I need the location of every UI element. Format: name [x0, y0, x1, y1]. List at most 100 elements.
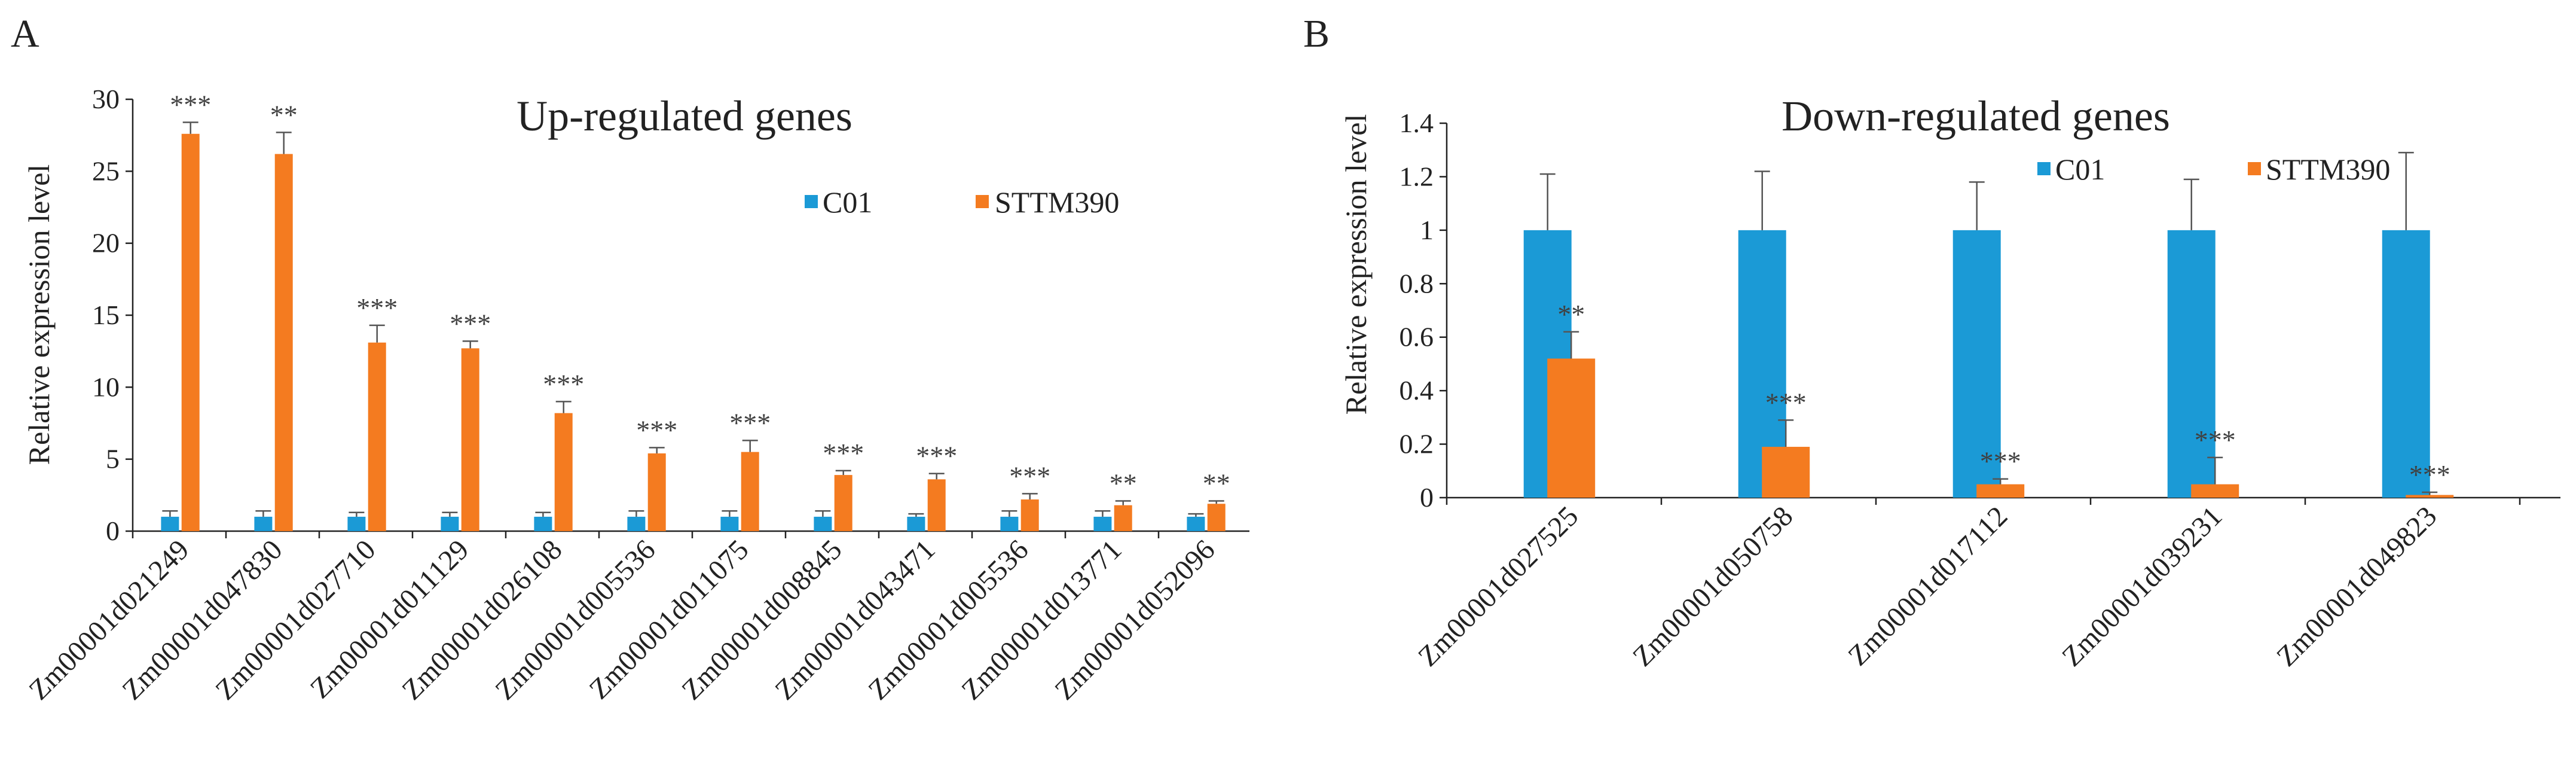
y-tick-label: 1.2	[1399, 161, 1434, 191]
bar-sttm390-4	[461, 348, 479, 531]
bar-c01-7	[720, 516, 739, 531]
bar-sttm390-2	[274, 154, 293, 531]
bar-sttm390-8	[834, 475, 852, 531]
panel-a: A Up-regulated genes Relative expression…	[11, 12, 1249, 706]
bar-sttm390-5	[554, 413, 573, 531]
y-tick-label: 30	[92, 84, 120, 114]
bar-sttm390-11	[1114, 505, 1132, 531]
panel-a-y-ticks: 0 5 10 15 20 25 30	[92, 84, 133, 546]
y-tick-label: 5	[106, 444, 120, 474]
bar-sttm390-4	[2191, 484, 2239, 498]
panel-b-y-ticks: 0 0.2 0.4 0.6 0.8 1 1.2 1.4	[1399, 108, 1447, 513]
significance-label: ***	[823, 438, 864, 468]
panel-b-legend: C01 STTM390	[2037, 153, 2390, 186]
significance-label: ***	[170, 90, 211, 120]
bar-sttm390-1	[181, 133, 200, 531]
category-label: Zm00001d011129	[304, 534, 475, 705]
bar-c01-8	[814, 516, 832, 531]
significance-label: ***	[356, 292, 398, 323]
y-tick-label: 10	[92, 371, 120, 402]
panel-a-title: Up-regulated genes	[517, 92, 852, 140]
panel-a-axes	[132, 99, 1249, 538]
legend-swatch-sttm390	[2248, 162, 2261, 175]
bar-c01-6	[627, 516, 646, 531]
y-tick-label: 0.6	[1399, 322, 1434, 352]
legend-label-sttm390: STTM390	[995, 185, 1119, 219]
bar-c01-10	[1000, 516, 1019, 531]
category-label: Zm00001d021249	[23, 534, 195, 706]
legend-swatch-c01	[805, 195, 818, 208]
bar-sttm390-7	[741, 452, 759, 531]
bar-sttm390-1	[1547, 358, 1596, 498]
panel-a-significance: *** ************** ****** ****** ** **	[170, 90, 1230, 499]
category-label: Zm00001d052096	[1049, 534, 1221, 706]
y-tick-label: 1	[1420, 215, 1434, 245]
bar-sttm390-6	[647, 453, 666, 531]
legend-label-c01: C01	[823, 185, 872, 219]
category-label: Zm00001d026108	[396, 534, 568, 706]
category-label: Zm00001d039231	[2056, 500, 2228, 672]
y-tick-label: 15	[92, 300, 120, 330]
legend-label-sttm390: STTM390	[2266, 153, 2390, 186]
panel-b-title: Down-regulated genes	[1781, 92, 2170, 140]
panel-b-label: B	[1303, 12, 1330, 56]
category-label: Zm00001d043471	[769, 534, 941, 706]
y-tick-label: 0	[106, 516, 120, 546]
legend-swatch-c01	[2037, 162, 2051, 175]
significance-label: ***	[2409, 459, 2450, 490]
significance-label: **	[1203, 468, 1230, 498]
panel-a-bars	[161, 121, 1226, 531]
bar-sttm390-12	[1207, 504, 1226, 531]
bar-c01-4	[441, 516, 459, 531]
significance-label: ***	[1980, 446, 2021, 477]
bar-sttm390-10	[1020, 499, 1039, 531]
panel-b-significance: **************	[1557, 299, 2450, 490]
category-label: Zm00001d011075	[583, 534, 755, 705]
bar-c01-2	[254, 516, 273, 531]
category-label: Zm00001d013771	[955, 534, 1127, 706]
category-label: Zm00001d047830	[116, 534, 288, 706]
panel-a-label: A	[11, 12, 39, 56]
y-tick-label: 0.2	[1399, 429, 1434, 459]
bar-sttm390-2	[1762, 447, 1810, 498]
category-label: Zm00001d017112	[1842, 500, 2013, 672]
category-label: Zm00001d027710	[209, 534, 381, 706]
panel-a-categories: Zm00001d021249Zm00001d047830Zm00001d0277…	[23, 534, 1221, 706]
panel-b-y-axis-label: Relative expression level	[1339, 114, 1373, 415]
y-tick-label: 1.4	[1399, 108, 1434, 138]
y-tick-label: 20	[92, 228, 120, 258]
legend-label-c01: C01	[2055, 153, 2105, 186]
significance-label: ***	[543, 368, 584, 399]
significance-label: ***	[916, 441, 957, 471]
category-label: Zm00001d005536	[489, 534, 661, 706]
category-label: Zm00001d005536	[862, 534, 1034, 706]
significance-label: **	[1110, 468, 1137, 498]
category-label: Zm00001d050758	[1627, 500, 1799, 672]
panel-a-legend: C01 STTM390	[805, 185, 1119, 219]
legend-swatch-sttm390	[976, 195, 989, 208]
y-tick-label: 0	[1420, 482, 1434, 513]
significance-label: ***	[1009, 461, 1050, 491]
bar-sttm390-3	[1976, 484, 2025, 498]
bar-c01-12	[1187, 516, 1205, 531]
bar-c01-5	[2382, 230, 2430, 498]
bar-c01-11	[1093, 516, 1112, 531]
bar-sttm390-3	[368, 342, 386, 531]
bar-c01-3	[1952, 230, 2001, 498]
category-label: Zm00001d027525	[1412, 500, 1584, 672]
significance-label: ***	[636, 414, 677, 445]
category-label: Zm00001d008845	[676, 534, 848, 706]
bar-c01-5	[534, 516, 552, 531]
significance-label: ***	[2195, 425, 2236, 455]
bar-c01-9	[907, 516, 925, 531]
significance-label: **	[270, 99, 298, 130]
y-tick-label: 25	[92, 156, 120, 186]
y-tick-label: 0.4	[1399, 375, 1434, 406]
significance-label: **	[1557, 299, 1585, 330]
bar-c01-1	[161, 516, 179, 531]
category-label: Zm00001d049823	[2271, 500, 2443, 672]
bar-c01-3	[347, 516, 366, 531]
significance-label: ***	[450, 308, 491, 339]
bar-sttm390-9	[927, 479, 946, 531]
